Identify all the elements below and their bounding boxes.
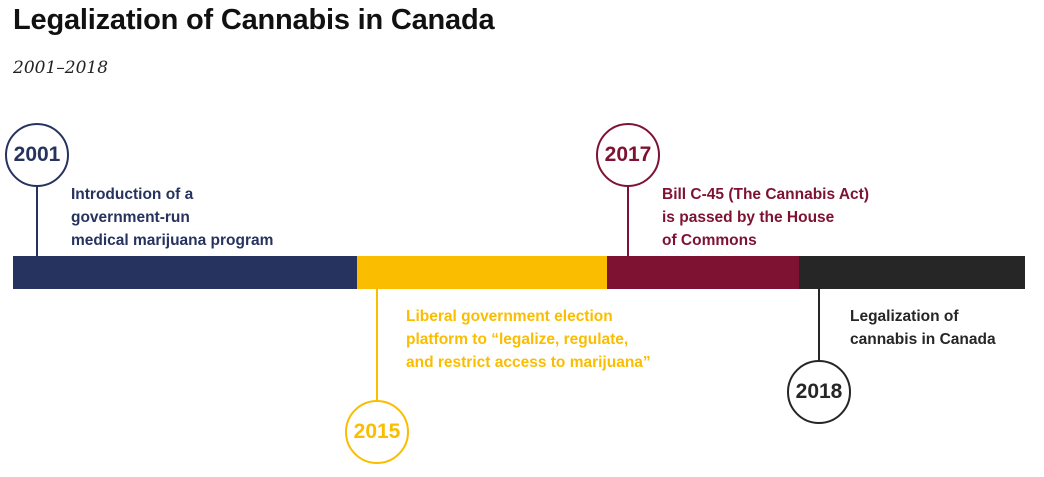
event-2018-description: Legalization of cannabis in Canada (850, 305, 996, 351)
event-2015-description: Liberal government election platform to … (406, 305, 651, 374)
event-2015-connector (376, 288, 378, 402)
event-2015-line: Liberal government election (406, 308, 613, 325)
page-subtitle: 2001–2018 (13, 58, 109, 78)
event-2015-line: and restrict access to marijuana” (406, 354, 651, 371)
timeline-segment-2001 (13, 256, 357, 289)
page-title: Legalization of Cannabis in Canada (13, 4, 495, 36)
event-2018-line: Legalization of (850, 308, 959, 325)
event-2001-year: 2001 (13, 143, 61, 166)
event-2001-connector (36, 186, 38, 258)
event-2001-line: government-run (71, 209, 190, 226)
event-2018-connector (818, 288, 820, 362)
event-2017-line: is passed by the House (662, 209, 835, 226)
event-2001-description: Introduction of a government-run medical… (71, 183, 273, 252)
event-2015-year-circle: 2015 (345, 400, 409, 464)
event-2015-year: 2015 (353, 420, 401, 443)
timeline-segment-2018 (799, 256, 1025, 289)
event-2018-line: cannabis in Canada (850, 331, 996, 348)
event-2018-year-circle: 2018 (787, 360, 851, 424)
event-2001-line: Introduction of a (71, 186, 194, 203)
event-2001-year-circle: 2001 (5, 123, 69, 187)
event-2001-line: medical marijuana program (71, 232, 274, 249)
event-2017-description: Bill C-45 (The Cannabis Act) is passed b… (662, 183, 869, 252)
event-2017-line: of Commons (662, 232, 757, 249)
event-2017-year-circle: 2017 (596, 123, 660, 187)
event-2017-connector (627, 186, 629, 258)
event-2017-year: 2017 (604, 143, 652, 166)
timeline-segment-2015 (357, 256, 607, 289)
event-2018-year: 2018 (795, 380, 843, 403)
event-2015-line: platform to “legalize, regulate, (406, 331, 629, 348)
timeline-segment-2017 (607, 256, 799, 289)
event-2017-line: Bill C-45 (The Cannabis Act) (662, 186, 869, 203)
